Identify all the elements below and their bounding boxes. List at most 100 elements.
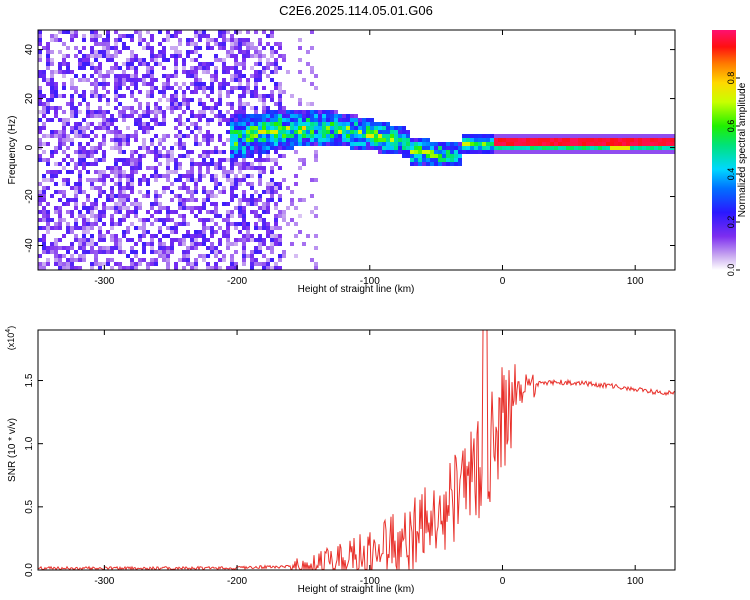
heatmap-cell — [114, 182, 118, 186]
heatmap-cell — [402, 138, 406, 142]
heatmap-cell — [386, 122, 390, 126]
heatmap-cell — [294, 222, 298, 226]
heatmap-cell — [238, 74, 242, 78]
heatmap-cell — [194, 134, 198, 138]
heatmap-cell — [130, 114, 134, 118]
heatmap-cell — [610, 150, 614, 154]
heatmap-cell — [142, 78, 146, 82]
heatmap-cell — [470, 146, 474, 150]
heatmap-cell — [46, 42, 50, 46]
heatmap-cell — [90, 234, 94, 238]
heatmap-cell — [230, 154, 234, 158]
heatmap-cell — [122, 206, 126, 210]
heatmap-cell — [70, 106, 74, 110]
heatmap-cell — [114, 222, 118, 226]
heatmap-cell — [274, 226, 278, 230]
heatmap-cell — [278, 242, 282, 246]
heatmap-cell — [270, 194, 274, 198]
heatmap-cell — [218, 182, 222, 186]
heatmap-cell — [142, 130, 146, 134]
heatmap-cell — [326, 110, 330, 114]
heatmap-cell — [482, 134, 486, 138]
heatmap-cell — [182, 154, 186, 158]
heatmap-cell — [198, 126, 202, 130]
heatmap-cell — [262, 94, 266, 98]
heatmap-cell — [94, 86, 98, 90]
heatmap-cell — [154, 158, 158, 162]
heatmap-cell — [42, 174, 46, 178]
heatmap-cell — [50, 78, 54, 82]
heatmap-cell — [98, 158, 102, 162]
heatmap-cell — [422, 154, 426, 158]
heatmap-cell — [270, 122, 274, 126]
heatmap-cell — [238, 214, 242, 218]
heatmap-cell — [62, 54, 66, 58]
heatmap-cell — [86, 102, 90, 106]
heatmap-cell — [134, 110, 138, 114]
heatmap-cell — [562, 134, 566, 138]
heatmap-cell — [58, 62, 62, 66]
heatmap-cell — [202, 202, 206, 206]
heatmap-cell — [234, 150, 238, 154]
heatmap-cell — [410, 138, 414, 142]
heatmap-cell — [410, 150, 414, 154]
heatmap-cell — [202, 222, 206, 226]
heatmap-cell — [198, 130, 202, 134]
heatmap-cell — [254, 126, 258, 130]
heatmap-cell — [246, 46, 250, 50]
heatmap-cell — [386, 134, 390, 138]
heatmap-cell — [162, 258, 166, 262]
heatmap-cell — [230, 74, 234, 78]
heatmap-cell — [198, 46, 202, 50]
heatmap-cell — [62, 262, 66, 266]
heatmap-cell — [226, 82, 230, 86]
heatmap-cell — [154, 122, 158, 126]
heatmap-cell — [570, 146, 574, 150]
heatmap-cell — [38, 54, 42, 58]
heatmap-cell — [202, 106, 206, 110]
heatmap-cell — [50, 130, 54, 134]
heatmap-cell — [94, 78, 98, 82]
heatmap-cell — [70, 158, 74, 162]
heatmap-cell — [278, 90, 282, 94]
heatmap-cell — [142, 194, 146, 198]
heatmap-cell — [106, 90, 110, 94]
heatmap-cell — [194, 266, 198, 270]
heatmap-cell — [170, 102, 174, 106]
heatmap-cell — [134, 262, 138, 266]
heatmap-cell — [558, 134, 562, 138]
heatmap-cell — [254, 142, 258, 146]
heatmap-cell — [606, 150, 610, 154]
heatmap-cell — [102, 182, 106, 186]
heatmap-cell — [102, 142, 106, 146]
heatmap-cell — [258, 74, 262, 78]
heatmap-cell — [86, 218, 90, 222]
heatmap-cell — [122, 70, 126, 74]
heatmap-cell — [254, 250, 258, 254]
heatmap-cell — [486, 150, 490, 154]
heatmap-cell — [546, 138, 550, 142]
heatmap-cell — [246, 142, 250, 146]
heatmap-cell — [62, 218, 66, 222]
heatmap-cell — [170, 86, 174, 90]
heatmap-cell — [502, 142, 506, 146]
heatmap-cell — [222, 114, 226, 118]
heatmap-cell — [186, 98, 190, 102]
heatmap-cell — [182, 218, 186, 222]
heatmap-cell — [78, 210, 82, 214]
heatmap-cell — [194, 58, 198, 62]
heatmap-cell — [82, 66, 86, 70]
heatmap-cell — [246, 154, 250, 158]
heatmap-cell — [610, 146, 614, 150]
heatmap-cell — [238, 134, 242, 138]
heatmap-cell — [66, 138, 70, 142]
heatmap-cell — [238, 222, 242, 226]
heatmap-cell — [226, 238, 230, 242]
heatmap-cell — [210, 138, 214, 142]
heatmap-cell — [90, 82, 94, 86]
heatmap-cell — [242, 234, 246, 238]
heatmap-cell — [46, 66, 50, 70]
heatmap-cell — [570, 150, 574, 154]
heatmap-cell — [442, 158, 446, 162]
heatmap-cell — [130, 74, 134, 78]
